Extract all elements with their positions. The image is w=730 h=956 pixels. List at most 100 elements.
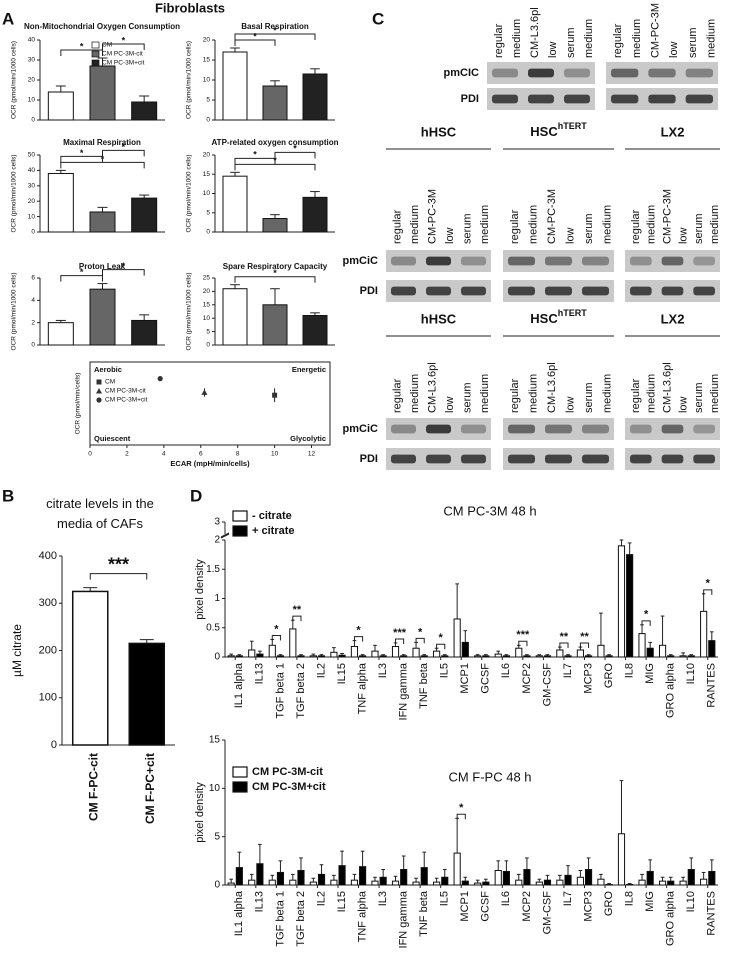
lane-label: regular [493,23,505,58]
significance-bracket [641,620,651,626]
bar [626,554,634,658]
y-tick-label: 0 [206,117,210,124]
lane-label: low [668,41,680,58]
lane-label: serum [462,213,474,244]
y-tick-label: 15 [209,735,221,746]
quadrant-label: Energetic [292,365,326,374]
significance-label: * [253,31,257,41]
blot-band [693,286,715,296]
lane-label: medium [409,205,421,244]
y-tick-label: 20 [203,152,211,159]
blot-band [426,424,451,434]
bar [667,880,675,886]
x-tick-label: IL6 [500,891,512,906]
bar [371,650,379,658]
x-tick-label: GCSF [480,663,492,694]
bar [441,876,449,886]
blot-band [391,424,416,434]
y-axis-label: OCR (pmol/min/cells) [75,373,82,435]
bar [262,304,288,346]
bar [317,655,326,658]
bar [302,73,328,121]
cell-line-base: HSC [530,311,558,326]
x-tick-label: MCP2 [521,663,533,694]
significance-bracket [60,155,103,163]
lane-label: medium [528,374,540,413]
blot-band [545,424,572,434]
y-tick-label: 400 [39,550,57,562]
blot-band [545,286,572,296]
significance-label: * [706,578,711,590]
legend-label: - citrate [252,510,292,522]
significance-bracket [579,642,590,649]
lane-label: medium [602,205,614,244]
blot-band [648,68,676,78]
significance-label: * [80,41,84,51]
lane-label: medium [528,205,540,244]
y-tick-label: 2 [214,535,220,546]
point [157,376,163,382]
chart-title: Maximal Respiration [63,138,141,147]
bar [359,866,367,886]
lane-label: serum [583,213,595,244]
lane-label: medium [479,205,491,244]
significance-bracket [415,637,425,644]
y-axis-label: OCR (pmol/min/1000 cells) [186,154,193,232]
blot-band [492,68,518,78]
lane-label: CM-PC-3M [546,189,558,244]
blot-band [630,424,652,434]
legend-label: CM PC-3M-cit [105,388,146,395]
bar [605,655,613,658]
bar [412,881,420,886]
bar [523,869,531,886]
x-tick-label: IL5 [439,891,451,906]
legend-swatch [91,41,100,49]
row-label: pmCIC [444,67,480,79]
significance-bracket [234,33,316,40]
bar [371,880,379,886]
x-tick-label: GCSF [480,891,492,922]
blot-band [426,454,451,464]
bar [597,644,605,658]
significance-bracket [234,39,276,46]
bar [276,871,285,886]
x-tick-label: IL7 [562,663,574,678]
y-tick-label: 25 [203,275,211,282]
bar [617,545,626,658]
chart-title: citrate levels in the media of CAFs [46,496,154,531]
x-tick-label: 0 [88,451,92,458]
y-tick-label: 15 [203,171,211,178]
lane-label: low [677,396,689,413]
y-axis-label: OCR (pmol/min/1000 cells) [186,41,193,119]
x-tick-label: GRO alpha [665,662,677,718]
x-tick-label: IL8 [623,663,635,678]
bar [556,879,564,886]
bar [47,172,74,233]
x-tick-label: IL15 [336,891,348,912]
y-tick-label: 0 [206,342,210,349]
bar [256,863,264,886]
bar [461,641,469,658]
blot-band [508,286,535,296]
y-tick-label: 30 [28,183,36,190]
lane-label: serum [565,27,577,58]
chart-title: ATP-related oxygen consumption [212,138,339,147]
bar [128,642,166,746]
y-axis-label: pixel density [194,782,206,843]
panel-label: A [2,9,14,28]
lane-label: medium [709,205,721,244]
legend-marker [96,397,102,403]
lane-label: serum [462,382,474,413]
bar [453,852,461,886]
panel-label: C [372,9,384,28]
bar [420,867,428,886]
significance-bracket [456,813,466,820]
significance-label: * [274,623,279,635]
bar [564,655,572,658]
y-axis-label: µM citrate [10,624,24,677]
blot-band [611,68,639,78]
y-tick-label: 0 [51,739,57,751]
row-label: pmCiC [343,255,379,267]
y-axis-label: OCR (pmol/min/1000 cells) [11,154,18,232]
